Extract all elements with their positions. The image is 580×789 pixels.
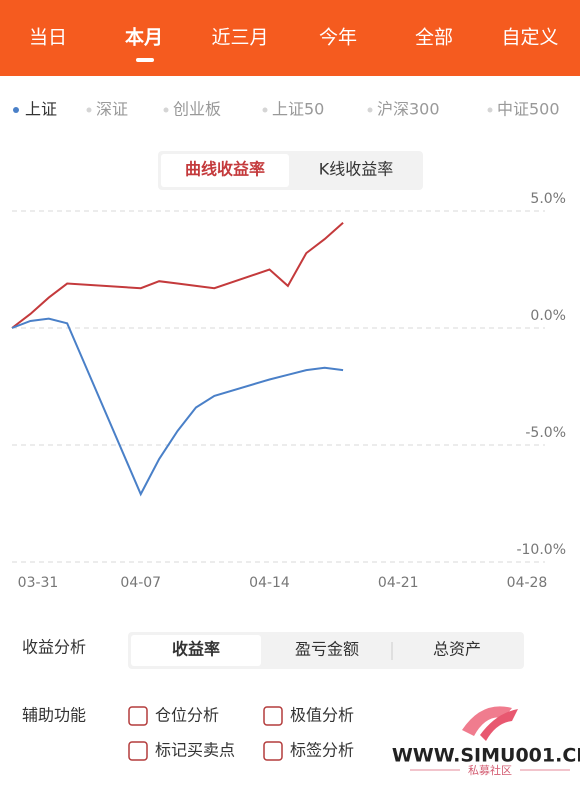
market-tab[interactable]: 创业板 [173,100,221,119]
analysis-option[interactable]: 收益率 [172,640,220,659]
watermark-name: 私募社区 [468,763,512,777]
mode-tab[interactable]: K线收益率 [319,160,394,179]
watermark-url: WWW.SIMU001.CN [392,745,580,767]
legend-marker [13,107,19,113]
y-tick-label: -5.0% [525,425,566,441]
market-marker [262,107,268,113]
series-line [11,317,344,497]
x-tick-label: 04-28 [507,575,548,591]
mode-tab[interactable]: 曲线收益率 [185,160,265,179]
x-tick-label: 03-31 [18,575,59,591]
market-tab[interactable]: 深证 [96,100,128,119]
checkbox[interactable] [263,741,283,761]
market-tab[interactable]: 上证50 [272,100,324,119]
header-tab[interactable]: 全部 [415,27,453,49]
checkbox[interactable] [128,741,148,761]
analysis-option[interactable]: 盈亏金额 [295,640,359,659]
watermark-logo [410,706,570,771]
market-marker [86,107,92,113]
header-tab[interactable]: 当日 [29,27,67,49]
analysis-label: 收益分析 [22,638,86,657]
x-tick-label: 04-21 [378,575,419,591]
tool-option[interactable]: 仓位分析 [155,706,219,725]
x-tick-label: 04-14 [249,575,290,591]
y-tick-label: 5.0% [530,191,566,207]
legend-entry[interactable]: 上证 [25,100,57,119]
tools-label: 辅助功能 [22,706,86,725]
checkbox[interactable] [128,706,148,726]
series-line [11,221,344,329]
market-marker [487,107,493,113]
analysis-active [131,635,261,666]
header-tab[interactable]: 自定义 [501,27,558,49]
header-tab[interactable]: 近三月 [211,27,268,49]
header-tab[interactable]: 今年 [319,27,357,49]
tool-option[interactable]: 极值分析 [290,706,354,725]
market-marker [163,107,169,113]
header-bar [0,0,580,76]
market-tab[interactable]: 沪深300 [377,100,440,119]
tool-option[interactable]: 标记买卖点 [155,741,235,760]
market-tab[interactable]: 中证500 [497,100,560,119]
tool-option[interactable]: 标签分析 [290,741,354,760]
tab-indicator [136,58,154,62]
x-tick-label: 04-07 [120,575,161,591]
analysis-option[interactable]: 总资产 [433,640,481,659]
checkbox[interactable] [263,706,283,726]
header-tab[interactable]: 本月 [125,26,163,49]
y-tick-label: 0.0% [530,308,566,324]
mode-active [161,154,289,187]
y-tick-label: -10.0% [516,542,566,558]
market-marker [367,107,373,113]
